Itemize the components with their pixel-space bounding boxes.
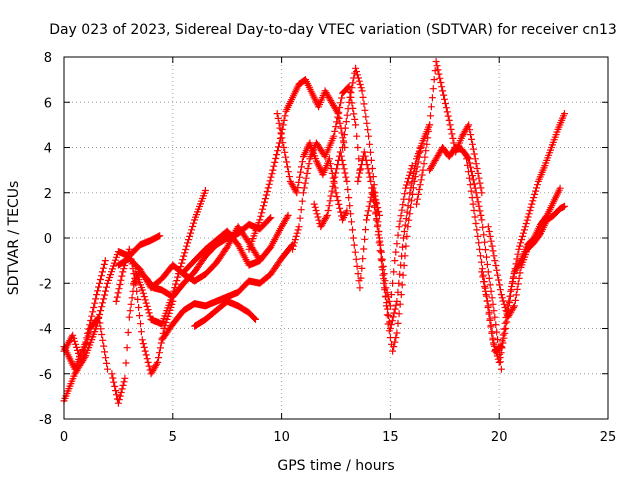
series-plus-markers: [354, 121, 434, 332]
series-plus-markers: [426, 144, 505, 373]
y-tick-label: 6: [44, 96, 52, 111]
series-plus-markers: [369, 162, 416, 310]
series-plus-markers: [158, 241, 296, 344]
chart-title: Day 023 of 2023, Sidereal Day-to-day VTE…: [49, 22, 617, 38]
x-axis-label: GPS time / hours: [277, 458, 394, 474]
data-series-18: [413, 58, 486, 208]
y-tick-label: 8: [44, 51, 52, 66]
axis-ticks: 0 5 10 15 20 25 -8 -6 -4 -2 0 2 4 6 8: [39, 51, 616, 445]
y-axis-label: SDTVAR / TECUs: [6, 181, 22, 296]
y-tick-label: 2: [44, 187, 52, 202]
data-points: [60, 58, 568, 407]
y-tick-label: 0: [44, 232, 52, 247]
data-series-8: [180, 211, 292, 276]
x-tick-label: 25: [600, 430, 617, 445]
data-series-16: [354, 121, 434, 332]
x-tick-label: 0: [60, 430, 68, 445]
y-tick-label: -2: [39, 277, 52, 292]
data-series-12: [273, 110, 351, 224]
data-series-7: [114, 223, 264, 292]
data-series-9: [191, 297, 259, 330]
series-plus-markers: [191, 297, 259, 330]
x-tick-label: 5: [169, 430, 177, 445]
x-tick-label: 15: [382, 430, 399, 445]
series-plus-markers: [108, 187, 209, 407]
data-series-4: [108, 187, 209, 407]
y-tick-label: -8: [39, 413, 52, 428]
series-plus-markers: [273, 110, 351, 224]
data-series-19: [426, 144, 505, 373]
x-tick-label: 10: [273, 430, 290, 445]
series-plus-markers: [114, 223, 264, 292]
y-tick-label: 4: [44, 142, 52, 157]
series-plus-markers: [289, 82, 364, 253]
y-tick-label: -4: [39, 323, 52, 338]
series-plus-markers: [180, 211, 292, 276]
data-series-13: [289, 82, 364, 253]
series-plus-markers: [484, 202, 568, 321]
y-tick-label: -6: [39, 368, 52, 383]
x-tick-label: 20: [491, 430, 508, 445]
data-series-17: [369, 162, 416, 310]
data-series-22: [484, 202, 568, 321]
data-series-10: [158, 241, 296, 344]
series-plus-markers: [413, 58, 486, 208]
